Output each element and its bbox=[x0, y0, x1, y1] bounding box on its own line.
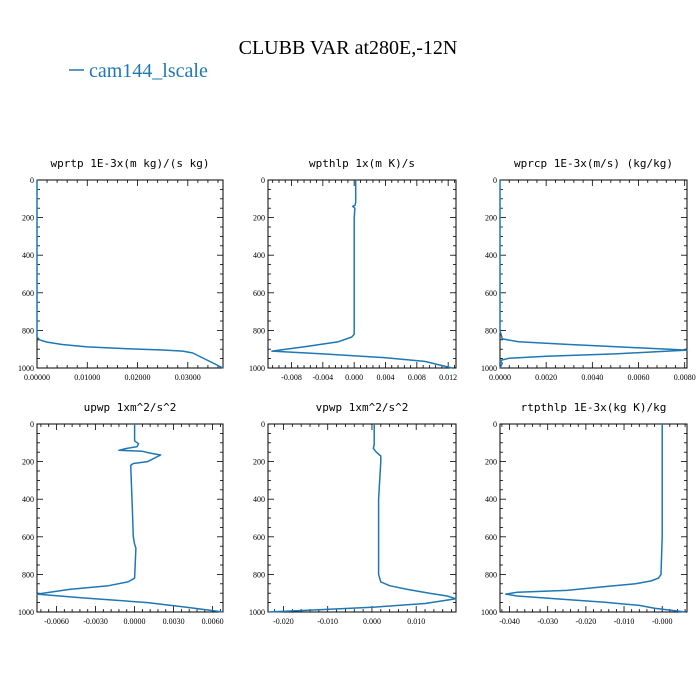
x-tick-label: 0.0060 bbox=[628, 373, 650, 382]
x-tick-label: 0.0030 bbox=[163, 617, 185, 626]
x-tick-label: 0.0040 bbox=[581, 373, 603, 382]
y-tick-label: 800 bbox=[485, 570, 497, 579]
y-tick-label: 600 bbox=[485, 533, 497, 542]
panel-4: upwp 1xm^2/s^2 0 200 400 600 800 1000 -0.0060 -0… bbox=[18, 401, 224, 626]
x-tick-label: -0.008 bbox=[281, 373, 302, 382]
y-tick-label: 0 bbox=[261, 176, 265, 185]
y-tick-label: 200 bbox=[253, 214, 265, 223]
x-tick-label: 0.000 bbox=[363, 617, 381, 626]
panel-title: wpthlp 1x(m K)/s bbox=[309, 157, 415, 170]
legend-label: cam144_lscale bbox=[89, 60, 208, 82]
y-tick-label: 0 bbox=[261, 420, 265, 429]
y-tick-label: 800 bbox=[253, 326, 265, 335]
y-tick-label: 600 bbox=[22, 533, 34, 542]
plot-frame bbox=[36, 423, 224, 613]
y-tick-label: 200 bbox=[485, 214, 497, 223]
x-tick-label: -0.020 bbox=[273, 617, 294, 626]
x-tick-label: 0.0060 bbox=[202, 617, 224, 626]
y-tick-label: 200 bbox=[22, 458, 34, 467]
x-tick-label: 0.03000 bbox=[175, 373, 201, 382]
y-tick-label: 800 bbox=[253, 570, 265, 579]
y-tick-label: 1000 bbox=[481, 608, 497, 617]
y-tick-label: 400 bbox=[22, 251, 34, 260]
panel-6: rtpthlp 1E-3x(kg K)/kg02004006008001000-… bbox=[481, 401, 688, 626]
x-tick-label: 0.00000 bbox=[24, 373, 50, 382]
y-tick-label: 200 bbox=[22, 214, 34, 223]
y-tick-label: 800 bbox=[22, 570, 34, 579]
panel-title: vpwp 1xm^2/s^2 bbox=[316, 401, 409, 414]
panel-2: wpthlp 1x(m K)/s 0 200 400 600 800 1000 -0.008 -… bbox=[249, 157, 457, 382]
x-tick-label: -0.004 bbox=[312, 373, 333, 382]
panel-title: upwp 1xm^2/s^2 bbox=[84, 401, 177, 414]
x-tick-label: 0.0080 bbox=[674, 373, 696, 382]
x-tick-label: -0.040 bbox=[499, 617, 520, 626]
y-tick-label: 1000 bbox=[481, 364, 497, 373]
y-tick-label: 600 bbox=[253, 533, 265, 542]
x-tick-label: 0.000 bbox=[345, 373, 363, 382]
x-tick-label: 0.02000 bbox=[125, 373, 151, 382]
x-tick-label: 0.0000 bbox=[489, 373, 511, 382]
panel-title: wprtp 1E-3x(m kg)/(s kg) bbox=[51, 157, 210, 170]
series-line bbox=[267, 424, 457, 613]
y-tick-label: 400 bbox=[485, 251, 497, 260]
y-tick-label: 400 bbox=[253, 495, 265, 504]
y-tick-label: 1000 bbox=[249, 608, 265, 617]
y-tick-label: 1000 bbox=[18, 608, 34, 617]
y-tick-label: 1000 bbox=[249, 364, 265, 373]
y-tick-label: 400 bbox=[485, 495, 497, 504]
y-tick-label: 0 bbox=[30, 420, 34, 429]
y-tick-label: 0 bbox=[30, 176, 34, 185]
y-tick-label: 200 bbox=[253, 458, 265, 467]
y-tick-label: 0 bbox=[493, 420, 497, 429]
x-tick-label: 0.010 bbox=[407, 617, 425, 626]
x-tick-label: 0.012 bbox=[439, 373, 457, 382]
y-tick-label: 800 bbox=[485, 326, 497, 335]
panel-title: rtpthlp 1E-3x(kg K)/kg bbox=[521, 401, 667, 414]
x-tick-label: 0.0020 bbox=[535, 373, 557, 382]
series-line bbox=[36, 424, 224, 613]
y-tick-label: 200 bbox=[485, 458, 497, 467]
legend: cam144_lscale bbox=[69, 60, 208, 82]
x-tick-label: 0.01000 bbox=[74, 373, 100, 382]
plot-frame bbox=[499, 423, 688, 613]
y-tick-label: 0 bbox=[493, 176, 497, 185]
x-tick-label: -0.010 bbox=[317, 617, 338, 626]
x-tick-label: 0.008 bbox=[408, 373, 426, 382]
x-tick-label: -0.010 bbox=[614, 617, 635, 626]
x-tick-label: 0.0000 bbox=[124, 617, 146, 626]
plot-frame bbox=[267, 179, 457, 369]
figure-title: CLUBB VAR at280E,-12N bbox=[239, 37, 458, 59]
y-tick-label: 600 bbox=[485, 289, 497, 298]
y-tick-label: 600 bbox=[253, 289, 265, 298]
panel-title: wprcp 1E-3x(m/s) (kg/kg) bbox=[514, 157, 673, 170]
x-tick-label: -0.030 bbox=[537, 617, 558, 626]
series-line bbox=[271, 180, 453, 369]
plot-frame bbox=[499, 179, 688, 369]
y-tick-label: 600 bbox=[22, 289, 34, 298]
x-tick-label: -0.0030 bbox=[83, 617, 108, 626]
plot-frame bbox=[36, 179, 224, 369]
y-tick-label: 400 bbox=[253, 251, 265, 260]
series-line bbox=[36, 180, 224, 369]
x-tick-label: -0.020 bbox=[576, 617, 597, 626]
series-line bbox=[499, 180, 688, 369]
y-tick-label: 1000 bbox=[18, 364, 34, 373]
x-tick-label: -0.0060 bbox=[44, 617, 69, 626]
x-tick-label: 0.004 bbox=[377, 373, 395, 382]
plot-frame bbox=[267, 423, 457, 613]
panels: wprtp 1E-3x(m kg)/(s kg) 0 200 400 600 800 100… bbox=[18, 157, 696, 626]
y-tick-label: 400 bbox=[22, 495, 34, 504]
panel-5: vpwp 1xm^2/s^2 0 200 400 600 800 1000 -0.020 -0.… bbox=[249, 401, 457, 626]
panel-3: wprcp 1E-3x(m/s) (kg/kg) 0 200 400 600 800 100… bbox=[481, 157, 696, 382]
x-tick-label: -0.000 bbox=[652, 617, 673, 626]
y-tick-label: 800 bbox=[22, 326, 34, 335]
series-line bbox=[504, 424, 686, 613]
panel-1: wprtp 1E-3x(m kg)/(s kg) 0 200 400 600 800 100… bbox=[18, 157, 224, 382]
